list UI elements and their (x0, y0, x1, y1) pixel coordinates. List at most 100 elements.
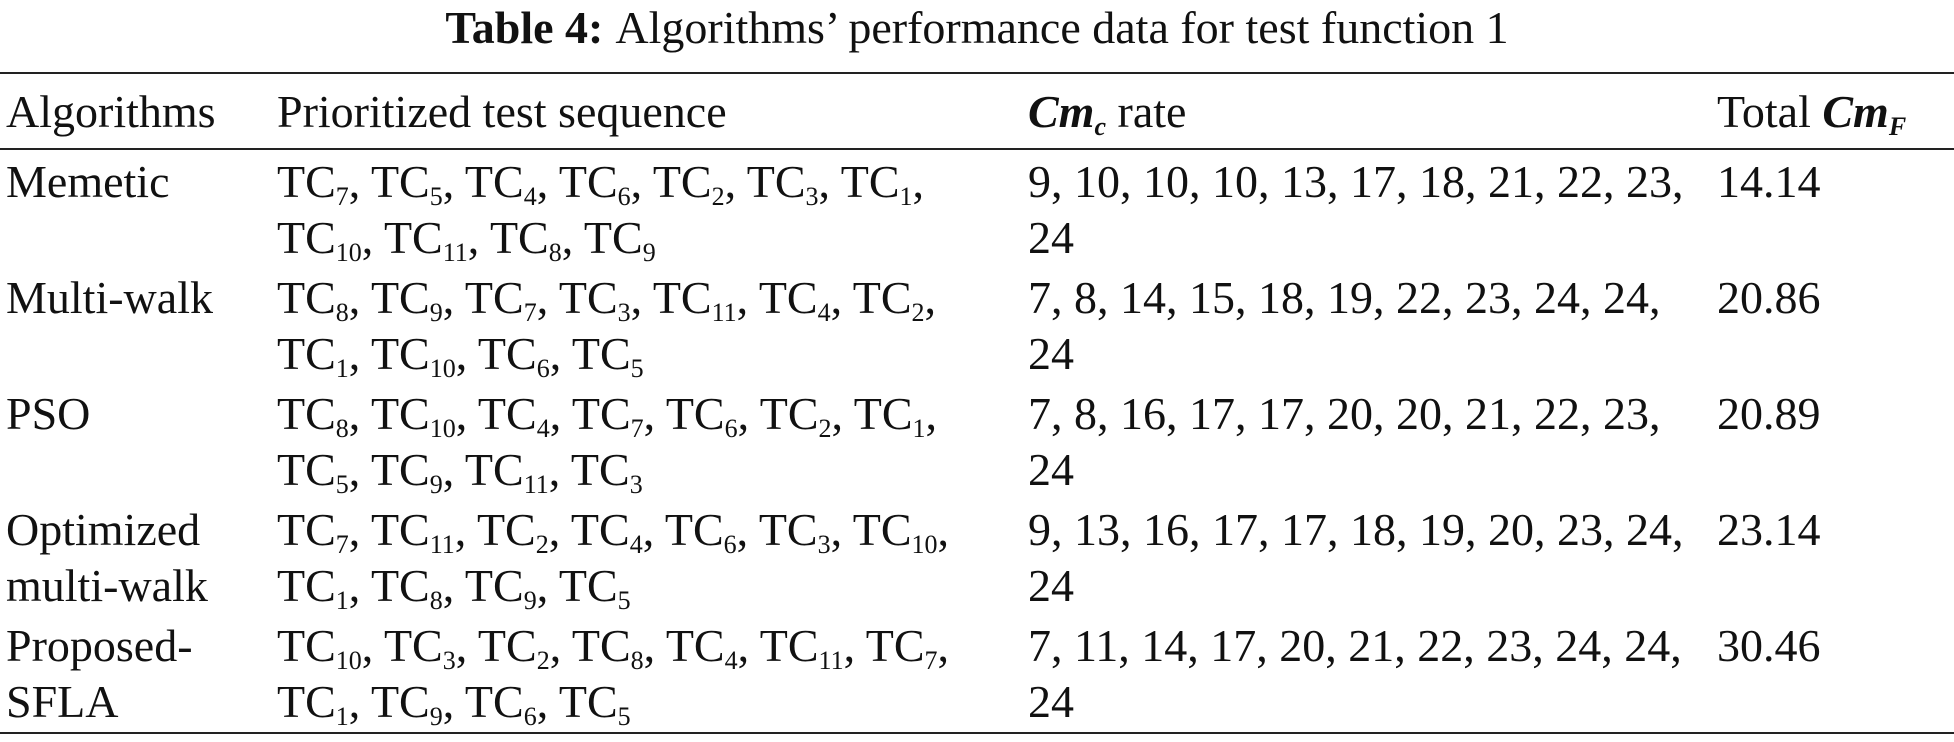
seq-item: TC10 (853, 504, 949, 558)
algorithm-cell: Memetic (6, 156, 170, 207)
seq-item: TC5 (559, 676, 631, 730)
test-case: TC (583, 212, 643, 263)
total-cell: 20.86 (1717, 272, 1821, 323)
header-cell: Total CmF (1711, 73, 1954, 149)
seq-item: TC5 (371, 156, 465, 210)
test-case: TC (664, 504, 724, 555)
seq-item: TC1 (277, 328, 371, 382)
seq-item: TC9 (370, 444, 465, 498)
test-case-index: 6 (724, 414, 738, 443)
test-case-index: 7 (630, 414, 644, 443)
seq-item: TC11 (384, 212, 490, 266)
test-case-index: 5 (630, 354, 644, 383)
test-case-index: 10 (429, 414, 456, 443)
test-case: TC (277, 676, 336, 727)
seq-item: TC7 (571, 388, 666, 442)
seq-item: TC8 (371, 560, 465, 614)
test-case: TC (489, 212, 549, 263)
test-case-index: 10 (429, 354, 456, 383)
test-case-index: 3 (617, 298, 631, 327)
header-row: Algorithms Prioritized test sequence Cmc… (0, 73, 1954, 149)
test-case-index: 2 (535, 530, 549, 559)
test-case-index: 3 (442, 646, 456, 675)
test-case-index: 11 (711, 298, 737, 327)
algorithm-cell: PSO (6, 388, 91, 439)
header-text: rate (1106, 86, 1187, 137)
table-row: Optimized multi-walkTC7TC11TC2TC4TC6TC3T… (0, 500, 1954, 616)
seq-item: TC2 (653, 156, 747, 210)
test-case-index: 11 (523, 470, 549, 499)
seq-item: TC1 (853, 388, 937, 442)
seq-item: TC7 (464, 272, 559, 326)
test-case: TC (665, 388, 725, 439)
test-case: TC (571, 388, 631, 439)
test-case-index: 8 (429, 586, 443, 615)
seq-item: TC1 (277, 560, 371, 614)
test-case: TC (370, 272, 430, 323)
test-case-index: 8 (335, 298, 349, 327)
test-case-index: 6 (536, 354, 550, 383)
test-case-index: 3 (805, 182, 819, 211)
test-case: TC (865, 620, 925, 671)
seq-item: TC10 (371, 388, 478, 442)
test-case-index: 5 (617, 586, 631, 615)
seq-item: TC8 (489, 212, 584, 266)
test-case-index: 11 (442, 238, 468, 267)
test-case-index: 2 (536, 646, 550, 675)
test-case-index: 9 (429, 470, 443, 499)
seq-item: TC2 (760, 388, 854, 442)
seq-item: TC4 (759, 272, 853, 326)
sequence-cell: TC8TC9TC7TC3TC11TC4TC2TC1TC10TC6TC5 (271, 268, 1022, 384)
test-case: TC (476, 504, 536, 555)
seq-item: TC5 (572, 328, 644, 382)
rate-cell: 7, 8, 14, 15, 18, 19, 22, 23, 24, 24, 24 (1028, 272, 1661, 379)
seq-item: TC4 (666, 620, 760, 674)
seq-item: TC5 (559, 560, 631, 614)
rate-cell: 9, 13, 16, 17, 17, 18, 19, 20, 23, 24, 2… (1028, 504, 1684, 611)
test-case-index: 3 (817, 530, 831, 559)
test-case-index: 5 (335, 470, 349, 499)
test-case: TC (464, 560, 524, 611)
seq-item: TC11 (370, 504, 477, 558)
table-row: Proposed-SFLATC10TC3TC2TC8TC4TC11TC7TC1T… (0, 616, 1954, 733)
total-cell: 14.14 (1717, 156, 1821, 207)
test-case-index: 1 (912, 414, 926, 443)
seq-item: TC9 (370, 676, 465, 730)
sequence-cell: TC8TC10TC4TC7TC6TC2TC1TC5TC9TC11TC3 (271, 384, 1022, 500)
test-case: TC (370, 444, 430, 495)
test-case: TC (464, 676, 524, 727)
test-case: TC (570, 504, 630, 555)
seq-item: TC1 (841, 156, 924, 210)
total-cell: 23.14 (1717, 504, 1821, 555)
test-case: TC (570, 444, 630, 495)
test-case-index: 7 (335, 530, 349, 559)
seq-item: TC8 (572, 620, 666, 674)
table-body: MemeticTC7TC5TC4TC6TC2TC3TC1TC10TC11TC8T… (0, 149, 1954, 733)
test-case: TC (370, 328, 430, 379)
test-case-index: 10 (335, 238, 362, 267)
seq-item: TC10 (277, 212, 384, 266)
test-case: TC (853, 388, 913, 439)
test-case: TC (464, 272, 524, 323)
test-case-index: 6 (617, 182, 631, 211)
total-cell: 30.46 (1717, 620, 1821, 671)
seq-item: TC11 (760, 620, 866, 674)
rate-cell: 9, 10, 10, 10, 13, 17, 18, 21, 22, 23, 2… (1028, 156, 1684, 263)
table-caption: Table 4: Algorithms’ performance data for… (0, 0, 1954, 72)
table-row: Multi-walkTC8TC9TC7TC3TC11TC4TC2TC1TC10T… (0, 268, 1954, 384)
test-case: TC (370, 676, 430, 727)
test-case: TC (370, 504, 430, 555)
test-case-index: 2 (911, 298, 925, 327)
test-case: TC (277, 156, 336, 207)
test-case-index: 2 (711, 182, 725, 211)
test-case-index: 3 (629, 470, 643, 499)
test-case: TC (558, 156, 618, 207)
test-case-index: 9 (642, 238, 656, 267)
seq-item: TC11 (653, 272, 759, 326)
seq-item: TC7 (277, 504, 371, 558)
seq-item: TC6 (478, 328, 572, 382)
seq-item: TC8 (277, 272, 371, 326)
test-case-index: 6 (523, 702, 537, 731)
sequence-cell: TC7TC5TC4TC6TC2TC3TC1TC10TC11TC8TC9 (271, 149, 1022, 268)
